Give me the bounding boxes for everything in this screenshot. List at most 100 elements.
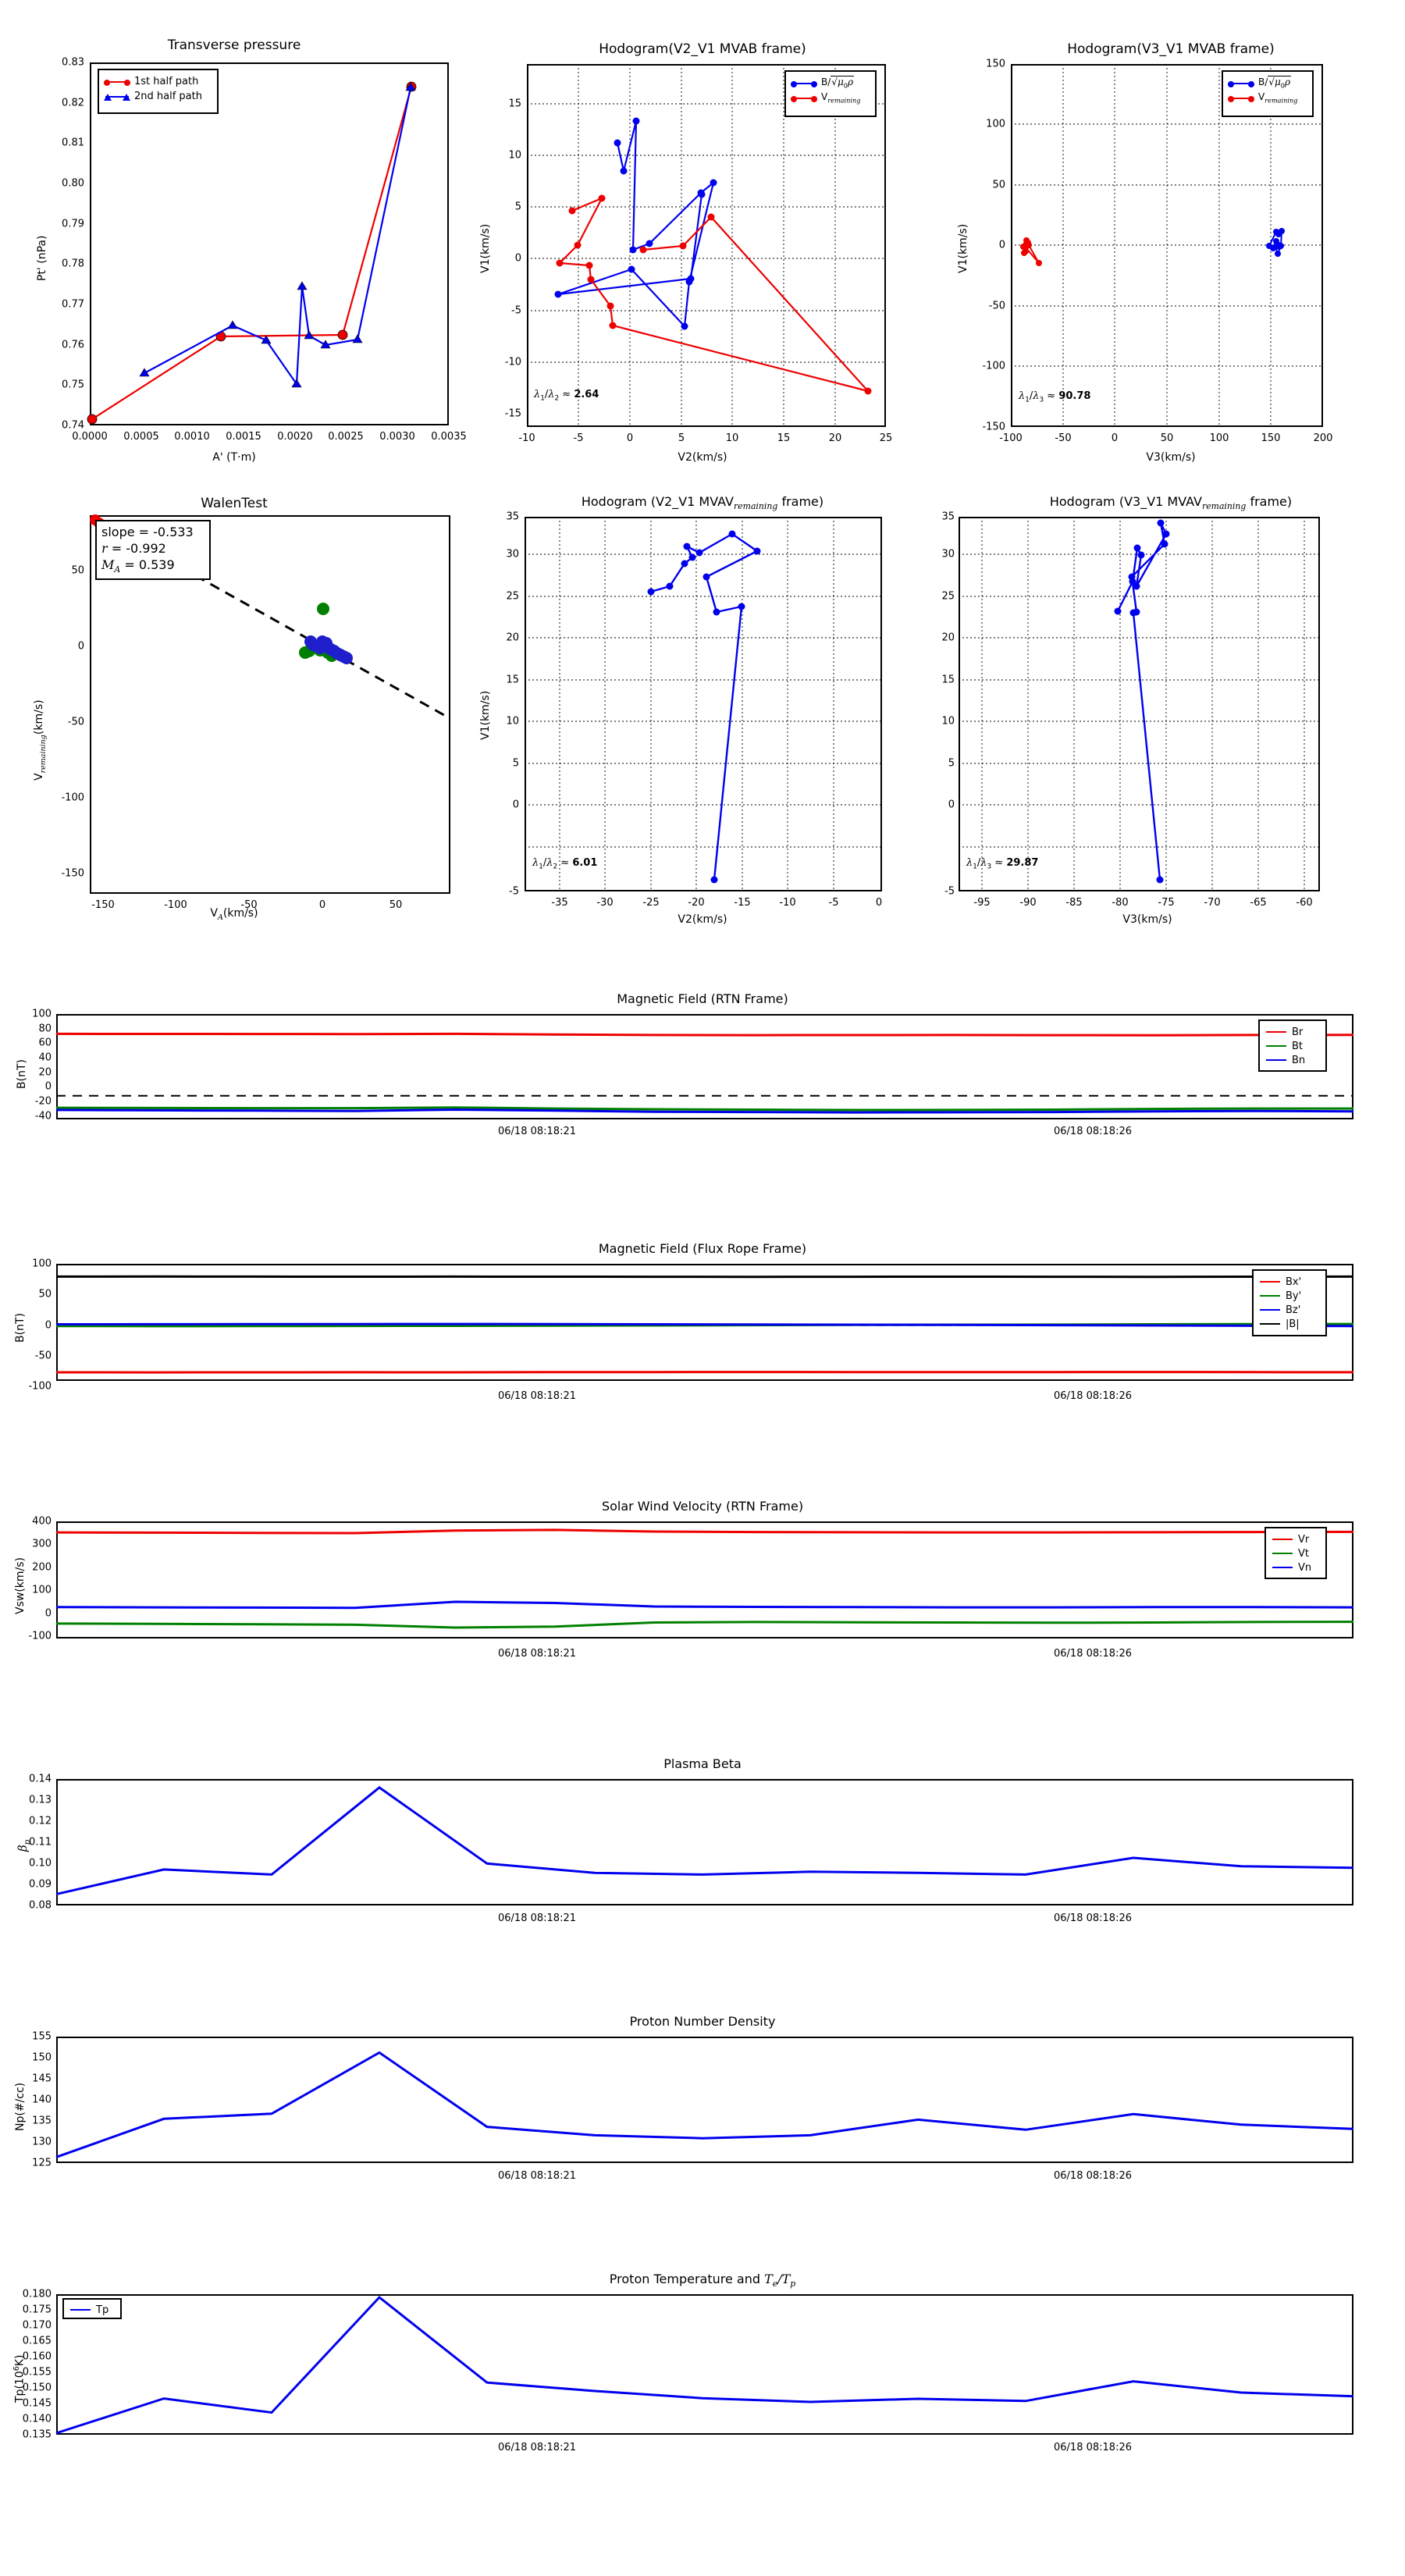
legend-label: |B| — [1286, 1318, 1300, 1330]
ytick: 25 — [941, 590, 955, 603]
xtick: 0.0030 — [379, 431, 415, 443]
eigenvalue-ratio-annotation: λ1/λ3 ≈ 90.78 — [1019, 390, 1091, 404]
ytick: 0.140 — [22, 2413, 52, 2425]
xtick: -20 — [688, 897, 705, 909]
panel-hodogram-v2v1-mvav-remaining: Hodogram (V2_V1 MVAVremaining frame) 35 … — [468, 468, 937, 926]
x-axis-label: V3(km/s) — [1122, 913, 1172, 926]
x-axis-label: VA(km/s) — [210, 907, 258, 922]
xtick: 20 — [828, 432, 842, 444]
ytick: 5 — [948, 757, 955, 770]
panel-plasma-beta: Plasma Beta 0.14 0.13 0.12 0.11 0.10 0.0… — [0, 1756, 1405, 1944]
plot-frame — [56, 1264, 1353, 1381]
legend[interactable]: Tp — [62, 2298, 122, 2319]
legend-item: 1st half path — [104, 74, 211, 89]
ytick: 0.145 — [22, 2397, 52, 2410]
legend-item: |B| — [1260, 1317, 1319, 1331]
ytick: 135 — [32, 2115, 52, 2127]
xtick: 50 — [389, 899, 403, 911]
ratio-value: 2.64 — [574, 389, 599, 400]
xtick: -50 — [240, 899, 258, 911]
legend-label: Tp — [96, 2304, 109, 2316]
xtick: 0 — [626, 432, 634, 444]
legend-label-b-alfven: B/√μ0ρ — [1258, 76, 1292, 90]
x-axis-label: V2(km/s) — [678, 451, 727, 464]
panel-hodogram-v3v1-mvav-remaining: Hodogram (V3_V1 MVAVremaining frame) 35 … — [937, 468, 1405, 926]
ytick: 0.165 — [22, 2335, 52, 2347]
xtick: 150 — [1261, 432, 1281, 444]
y-axis-label: βp — [16, 1839, 32, 1852]
y-axis-label: Np(#/cc) — [14, 2082, 27, 2131]
ytick: -50 — [67, 716, 84, 728]
ytick: 100 — [32, 1258, 52, 1270]
ytick: -100 — [982, 360, 1005, 372]
legend[interactable]: Bx' By' Bz' |B| — [1252, 1269, 1327, 1336]
xtick: -75 — [1158, 897, 1175, 909]
ytick: 150 — [986, 58, 1005, 70]
legend-label: 1st half path — [134, 76, 199, 87]
ytick: 10 — [506, 715, 519, 728]
ytick: 20 — [941, 632, 955, 644]
ytick: 0.170 — [22, 2319, 52, 2332]
legend-item: Vremaining — [1228, 91, 1306, 105]
ytick: 0 — [998, 239, 1005, 251]
legend-item: Bt — [1266, 1039, 1319, 1053]
legend-label: Vr — [1298, 1533, 1310, 1546]
legend[interactable]: 1st half path 2nd half path — [98, 69, 219, 114]
xtick: 100 — [1209, 432, 1229, 444]
xtick: 0.0020 — [277, 431, 313, 443]
y-axis-label: V1(km/s) — [479, 223, 492, 273]
legend-label: By' — [1286, 1290, 1302, 1302]
ytick: 0.12 — [29, 1815, 52, 1827]
legend-swatch-vn — [1272, 1567, 1293, 1568]
legend[interactable]: B/√μ0ρ Vremaining — [784, 70, 877, 117]
walen-stats-box: slope = -0.533 r = -0.992 MA = 0.539 — [95, 520, 211, 580]
legend-label-v-remaining: Vremaining — [821, 91, 861, 105]
ytick: 0.80 — [62, 177, 84, 190]
ytick: -50 — [988, 300, 1005, 312]
legend-swatch-b-alfven — [791, 80, 817, 87]
xtick-time: 06/18 08:18:26 — [1054, 1912, 1132, 1924]
xtick: 0.0010 — [174, 431, 210, 443]
plot-frame — [56, 1521, 1353, 1638]
ytick: 0.175 — [22, 2304, 52, 2316]
legend-label: Bn — [1292, 1054, 1306, 1066]
ytick: 0 — [44, 1607, 52, 1620]
plot-frame — [90, 62, 449, 425]
panel-walen-test: WalenTest 50 0 -50 -100 -150 -150 -100 -… — [0, 468, 468, 922]
ytick: 30 — [941, 548, 955, 560]
legend[interactable]: B/√μ0ρ Vremaining — [1222, 70, 1314, 117]
ytick: 50 — [71, 564, 84, 577]
ytick: 25 — [506, 590, 519, 603]
ytick: 155 — [32, 2030, 52, 2043]
panel-magnetic-field-flux-rope: Magnetic Field (Flux Rope Frame) 100 50 … — [0, 1241, 1405, 1421]
legend-swatch-vr — [1272, 1539, 1293, 1540]
ytick: 140 — [32, 2094, 52, 2106]
legend-label: 2nd half path — [134, 91, 202, 102]
panel-title: Proton Number Density — [629, 2014, 776, 2029]
panel-proton-number-density: Proton Number Density 155 150 145 140 13… — [0, 2014, 1405, 2209]
legend-item: Br — [1266, 1025, 1319, 1039]
xtick-time: 06/18 08:18:21 — [498, 2442, 576, 2453]
xtick: -25 — [642, 897, 660, 909]
legend-item: Vn — [1272, 1560, 1319, 1574]
legend-item: Vremaining — [791, 91, 869, 105]
y-axis-label: Vsw(km/s) — [14, 1557, 27, 1614]
legend-label: Br — [1292, 1026, 1304, 1038]
legend[interactable]: Vr Vt Vn — [1264, 1527, 1327, 1579]
xtick: 5 — [678, 432, 685, 444]
xtick: -50 — [1055, 432, 1072, 444]
legend-swatch-2nd-half — [104, 93, 130, 101]
x-axis-label: V2(km/s) — [678, 913, 727, 926]
ytick: 100 — [32, 1584, 52, 1596]
ytick: 20 — [506, 632, 519, 644]
xtick: -150 — [91, 899, 115, 911]
ytick: 0.79 — [62, 218, 84, 230]
ytick: 300 — [32, 1538, 52, 1550]
ytick: 0.13 — [29, 1794, 52, 1806]
legend[interactable]: Br Bt Bn — [1258, 1019, 1327, 1072]
legend-item: B/√μ0ρ — [1228, 76, 1306, 91]
plot-canvas — [1011, 64, 1323, 427]
plot-canvas — [527, 64, 886, 427]
ytick: 0.135 — [22, 2428, 52, 2441]
ytick: 0.11 — [29, 1836, 52, 1848]
